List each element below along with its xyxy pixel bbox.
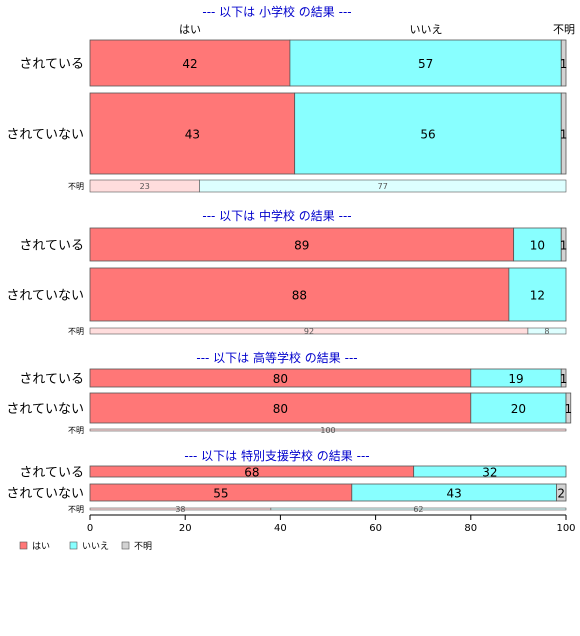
- data-label: 56: [420, 128, 435, 142]
- legend-swatch: [121, 541, 130, 550]
- unknown-data-label: 23: [140, 182, 150, 191]
- legend-label: はい: [32, 541, 50, 552]
- unknown-data-label: 77: [378, 182, 388, 191]
- legend-label: いいえ: [82, 541, 109, 552]
- data-label: 1: [565, 402, 573, 416]
- bar-segment: [89, 267, 510, 322]
- bar-segment: [513, 227, 562, 262]
- legend-label: 不明: [134, 541, 152, 552]
- bar-segment: [560, 92, 567, 175]
- data-label: 10: [530, 239, 545, 253]
- x-tick-label: 60: [369, 523, 382, 534]
- unknown-row-label: 不明: [68, 182, 84, 191]
- unknown-row-label: 不明: [68, 426, 84, 435]
- data-label: 43: [446, 487, 461, 501]
- data-label: 32: [482, 466, 497, 480]
- bar-segment: [289, 39, 562, 87]
- row-label: されている: [19, 372, 84, 387]
- x-tick-label: 40: [274, 523, 287, 534]
- x-tick-label: 0: [87, 523, 93, 534]
- bar-segment: [413, 465, 567, 478]
- bar-segment: [556, 483, 567, 502]
- bar-segment: [89, 227, 515, 262]
- row-label: されていない: [6, 487, 84, 502]
- top-label-no: いいえ: [410, 23, 443, 36]
- data-label: 55: [213, 487, 228, 501]
- data-label: 20: [511, 402, 526, 416]
- data-label: 1: [560, 128, 568, 142]
- unknown-data-label: 38: [175, 505, 185, 514]
- data-label: 42: [182, 57, 197, 71]
- bar-segment: [560, 368, 567, 388]
- row-label: されている: [19, 466, 84, 481]
- bar-segment: [560, 39, 567, 87]
- x-tick-label: 20: [179, 523, 192, 534]
- bar-segment: [89, 39, 291, 87]
- unknown-data-label: 92: [304, 327, 314, 336]
- data-label: 1: [560, 239, 568, 253]
- unknown-bar-segment: [527, 327, 567, 335]
- unknown-data-label: 62: [413, 505, 423, 514]
- bar-segment: [508, 267, 567, 322]
- data-label: 12: [530, 289, 545, 303]
- data-label: 19: [508, 372, 523, 386]
- unknown-row-label: 不明: [68, 505, 84, 514]
- data-label: 80: [273, 402, 288, 416]
- x-tick-label: 100: [556, 523, 575, 534]
- unknown-bar-segment: [89, 428, 567, 432]
- data-label: 80: [273, 372, 288, 386]
- row-label: されていない: [6, 402, 84, 417]
- data-label: 1: [560, 372, 568, 386]
- data-label: 2: [557, 487, 565, 501]
- top-label-yes: はい: [179, 23, 201, 36]
- bar-segment: [565, 392, 572, 424]
- data-label: 43: [185, 128, 200, 142]
- data-label: 89: [294, 239, 309, 253]
- data-label: 68: [244, 466, 259, 480]
- legend-swatch: [19, 541, 28, 550]
- panel-title: --- 以下は 小学校 の結果 ---: [202, 4, 351, 19]
- unknown-bar-segment: [270, 507, 567, 511]
- panel-title: --- 以下は 特別支援学校 の結果 ---: [184, 448, 369, 463]
- row-label: されている: [19, 57, 84, 72]
- bar-segment: [294, 92, 562, 175]
- data-label: 88: [292, 289, 307, 303]
- bar-segment: [470, 392, 567, 424]
- row-label: されている: [19, 239, 84, 254]
- data-label: 1: [560, 57, 568, 71]
- legend-swatch: [69, 541, 78, 550]
- unknown-data-label: 8: [544, 327, 549, 336]
- row-label: されていない: [6, 289, 84, 304]
- bar-segment: [560, 227, 567, 262]
- unknown-data-label: 100: [320, 426, 335, 435]
- top-label-unknown: 不明: [553, 23, 575, 36]
- row-label: されていない: [6, 128, 84, 143]
- unknown-bar-segment: [199, 179, 567, 193]
- x-tick-label: 80: [464, 523, 477, 534]
- unknown-row-label: 不明: [68, 327, 84, 336]
- panel-title: --- 以下は 中学校 の結果 ---: [202, 208, 351, 223]
- panel-title: --- 以下は 高等学校 の結果 ---: [196, 350, 357, 365]
- data-label: 57: [418, 57, 433, 71]
